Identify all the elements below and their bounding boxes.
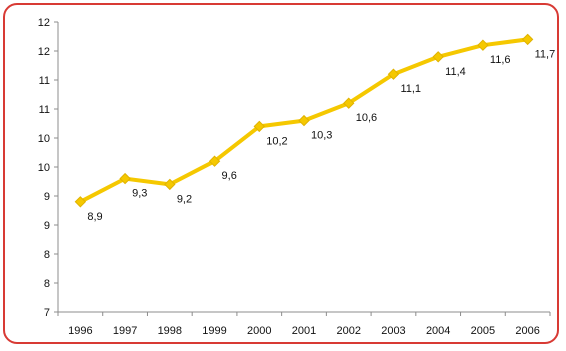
data-point-marker: [432, 51, 444, 63]
data-point-marker: [521, 33, 534, 46]
y-tick-label: 11: [39, 75, 50, 87]
data-label: 10,6: [356, 112, 377, 124]
x-tick-label: 2005: [471, 325, 495, 337]
x-tick-label: 2003: [381, 325, 405, 337]
y-tick-label: 10: [38, 162, 50, 174]
x-tick-label: 1998: [158, 325, 182, 337]
y-tick-label: 9: [44, 191, 50, 203]
x-tick-label: 2004: [426, 325, 450, 337]
y-tick-label: 8: [44, 278, 50, 290]
data-label: 11,6: [490, 54, 511, 66]
data-point-marker: [253, 120, 265, 133]
data-point-marker: [119, 172, 131, 185]
y-tick-label: 11: [39, 104, 50, 116]
x-tick-label: 1999: [202, 325, 226, 337]
chart-frame: [3, 3, 559, 344]
x-tick-label: 1996: [68, 325, 92, 337]
x-tick-label: 1997: [113, 325, 137, 337]
data-label: 9,6: [222, 170, 237, 182]
data-label: 9,2: [177, 193, 192, 205]
data-point-marker: [208, 155, 221, 167]
data-point-marker: [477, 39, 489, 51]
data-point-marker: [298, 114, 310, 127]
y-tick-label: 12: [38, 46, 50, 58]
data-label: 11,4: [445, 66, 466, 78]
x-tick-label: 2006: [515, 325, 539, 337]
data-point-marker: [343, 97, 355, 109]
data-label: 10,2: [266, 135, 287, 147]
y-tick-label: 10: [38, 133, 50, 145]
data-point-marker: [74, 196, 87, 208]
data-label: 8,9: [87, 211, 102, 223]
data-label: 9,3: [132, 188, 147, 200]
y-tick-label: 8: [44, 249, 50, 261]
x-tick-label: 2002: [336, 325, 360, 337]
x-tick-label: 2000: [247, 325, 271, 337]
data-point-marker: [387, 68, 400, 80]
y-tick-label: 12: [38, 17, 50, 29]
data-label: 11,7: [535, 48, 556, 60]
x-tick-label: 2001: [292, 325, 316, 337]
data-label: 10,3: [311, 130, 332, 142]
y-tick-label: 9: [44, 220, 50, 232]
y-tick-label: 7: [44, 307, 50, 319]
data-label: 11,1: [400, 83, 421, 95]
data-point-marker: [164, 178, 176, 191]
